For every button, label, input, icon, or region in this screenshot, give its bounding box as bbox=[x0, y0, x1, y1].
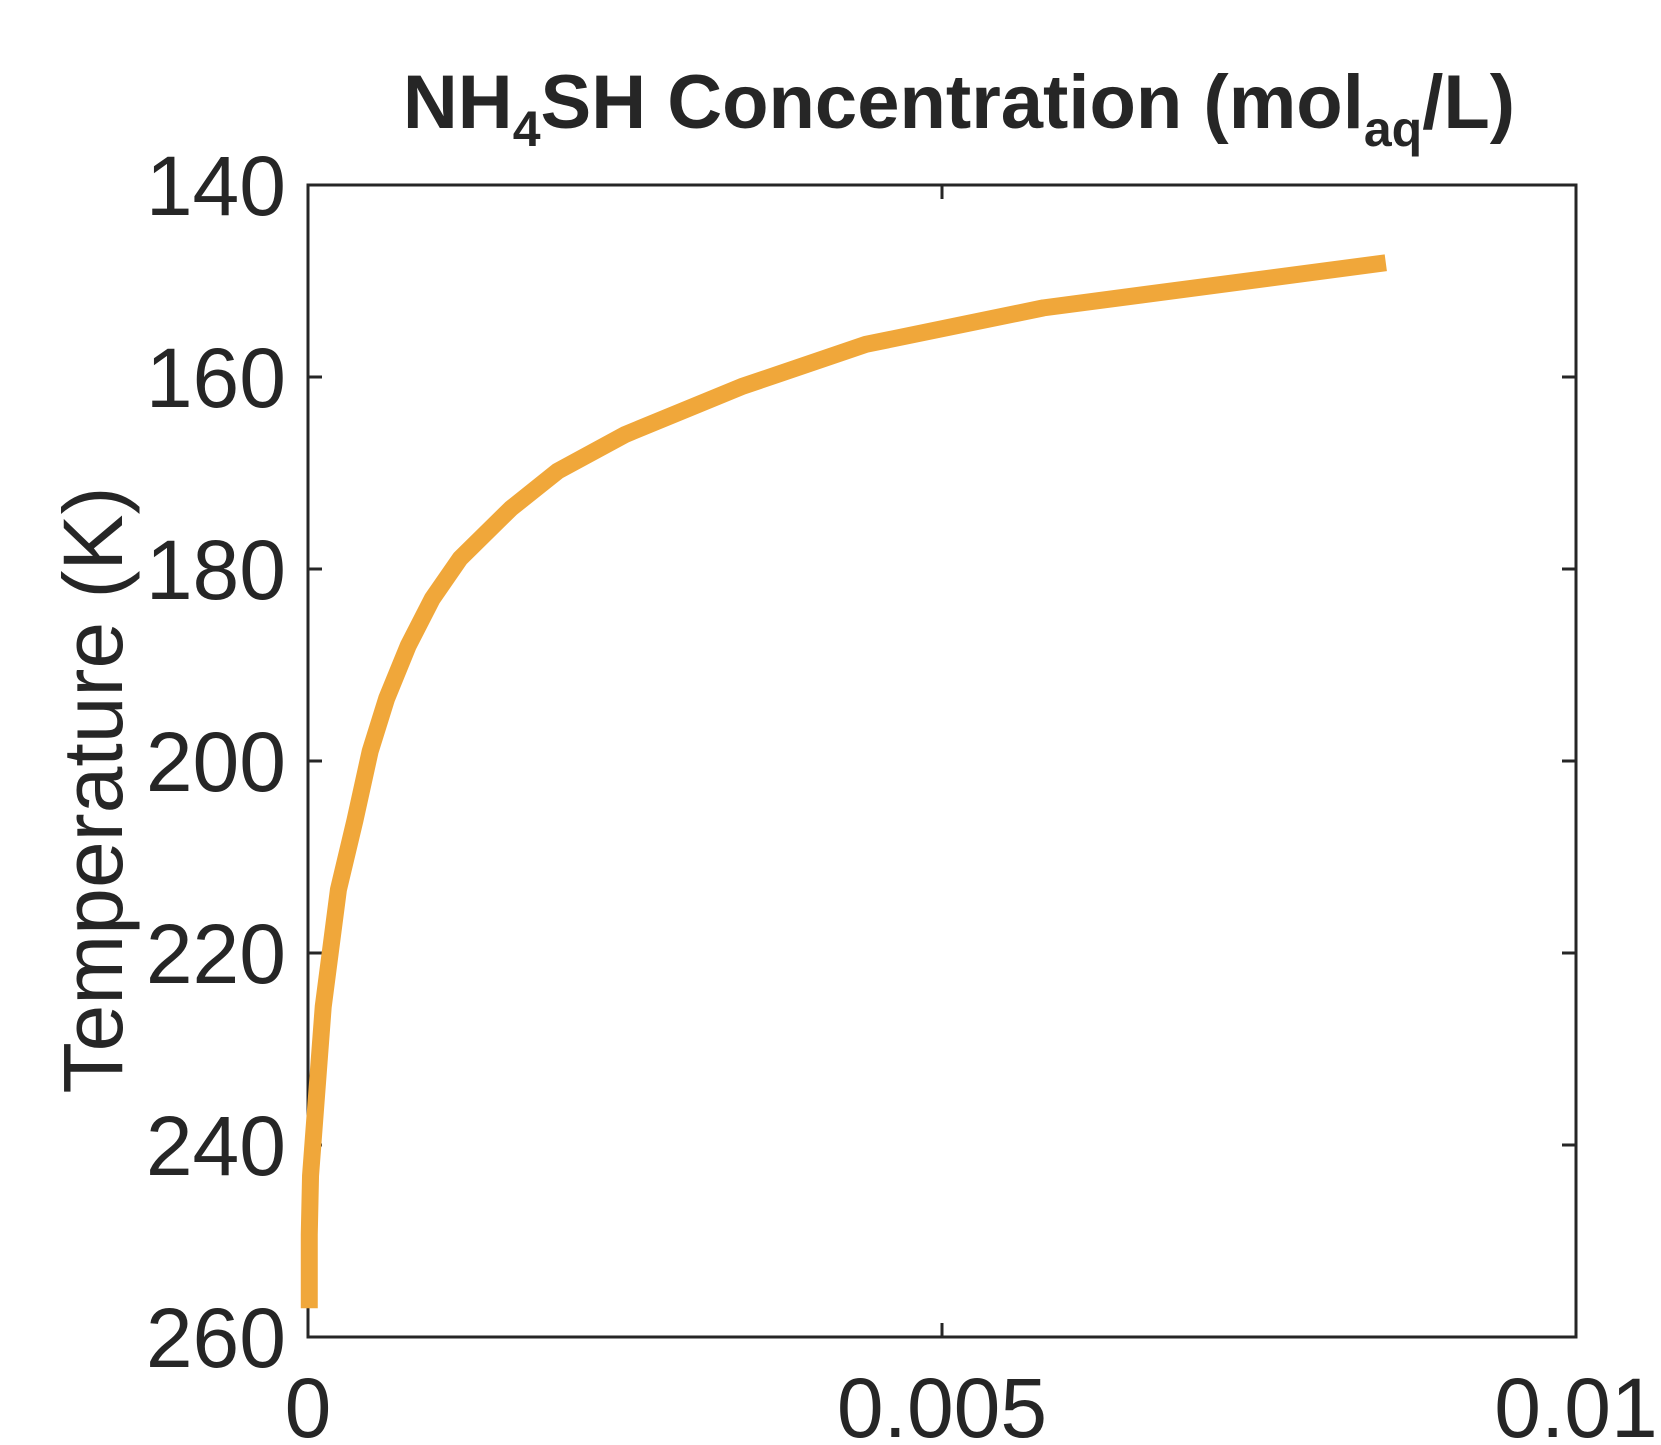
x-tick-label: 0.005 bbox=[837, 1361, 1047, 1445]
y-tick-label: 200 bbox=[146, 715, 286, 809]
y-tick-label: 240 bbox=[146, 1099, 286, 1193]
y-tick-label: 220 bbox=[146, 907, 286, 1001]
x-tick-label: 0.01 bbox=[1494, 1361, 1658, 1445]
y-tick-label: 260 bbox=[146, 1291, 286, 1385]
y-tick-label: 180 bbox=[146, 523, 286, 617]
title-part: SH Concentration (mol bbox=[541, 60, 1364, 145]
y-axis-label: Temperature (K) bbox=[46, 487, 140, 1094]
chart-title: NH4SH Concentration (molaq/L) bbox=[403, 60, 1515, 157]
x-tick-label: 0 bbox=[285, 1361, 332, 1445]
title-subscript: aq bbox=[1364, 101, 1422, 157]
plot-frame bbox=[306, 183, 1578, 1339]
data-line bbox=[300, 254, 1387, 1309]
title-part: NH bbox=[403, 60, 513, 145]
title-part: /L) bbox=[1422, 60, 1515, 145]
y-tick-label: 160 bbox=[146, 331, 286, 425]
title-subscript: 4 bbox=[513, 101, 541, 157]
y-tick-label: 140 bbox=[146, 139, 286, 233]
